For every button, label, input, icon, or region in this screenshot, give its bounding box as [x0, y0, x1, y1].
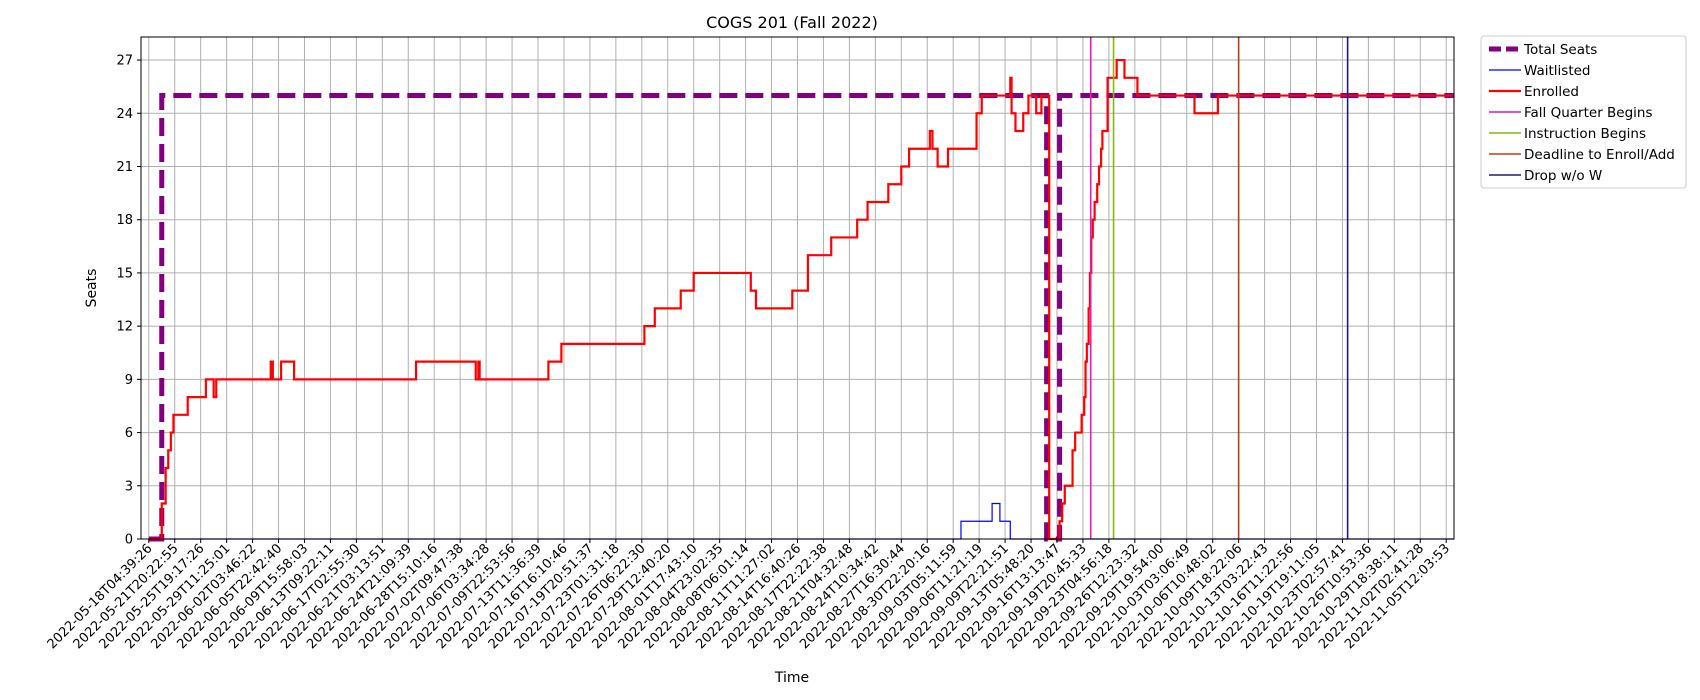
legend: Total Seats Waitlisted Enrolled Fall Quarte…: [1480, 35, 1687, 189]
y-tick-label: 3: [125, 479, 133, 494]
y-tick-label: 15: [116, 266, 133, 281]
legend-label-fall-quarter-begins: Fall Quarter Begins: [1524, 105, 1653, 121]
y-axis-label: Seats: [84, 269, 100, 308]
legend-label-total-seats: Total Seats: [1523, 42, 1597, 58]
plot-series: [148, 37, 1454, 542]
x-axis: 2022-05-18T04:39:262022-05-21T20:22:5520…: [45, 539, 1453, 652]
series-waitlisted: [148, 502, 1454, 540]
y-tick-label: 12: [116, 320, 133, 335]
legend-label-deadline-to-enroll-add: Deadline to Enroll/Add: [1524, 147, 1675, 163]
x-axis-label: Time: [774, 670, 809, 686]
y-tick-label: 9: [125, 373, 133, 388]
y-axis: 0 3 6 9 12 15 18 21 24 27: [116, 54, 141, 548]
legend-label-enrolled: Enrolled: [1524, 84, 1579, 100]
y-tick-label: 27: [116, 54, 133, 69]
legend-label-instruction-begins: Instruction Begins: [1524, 126, 1646, 142]
y-tick-label: 24: [116, 107, 133, 122]
y-tick-label: 6: [125, 426, 133, 441]
y-tick-label: 18: [116, 213, 133, 228]
legend-box: [1480, 35, 1687, 189]
y-tick-label: 0: [125, 533, 133, 548]
legend-label-waitlisted: Waitlisted: [1524, 63, 1591, 79]
grid: [141, 37, 1454, 540]
legend-label-drop-w-o-w: Drop w/o W: [1524, 168, 1602, 184]
series-total-seats: [148, 93, 1454, 542]
series-enrolled: [148, 58, 1454, 541]
chart-title: COGS 201 (Fall 2022): [706, 13, 878, 32]
y-tick-label: 21: [116, 160, 133, 175]
